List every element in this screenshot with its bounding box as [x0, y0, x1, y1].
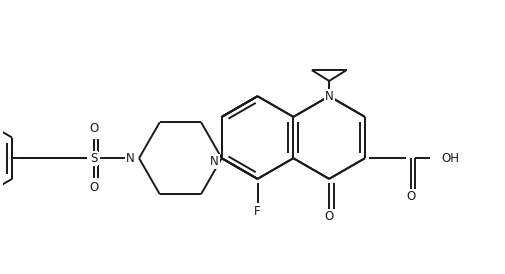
Text: N: N: [126, 152, 134, 165]
Text: OH: OH: [440, 152, 458, 165]
Text: N: N: [209, 155, 218, 168]
Text: S: S: [90, 152, 97, 165]
Text: O: O: [89, 122, 98, 135]
Text: N: N: [324, 90, 333, 103]
Text: F: F: [254, 205, 261, 218]
Text: O: O: [405, 190, 415, 203]
Text: O: O: [89, 181, 98, 194]
Text: O: O: [324, 210, 333, 224]
